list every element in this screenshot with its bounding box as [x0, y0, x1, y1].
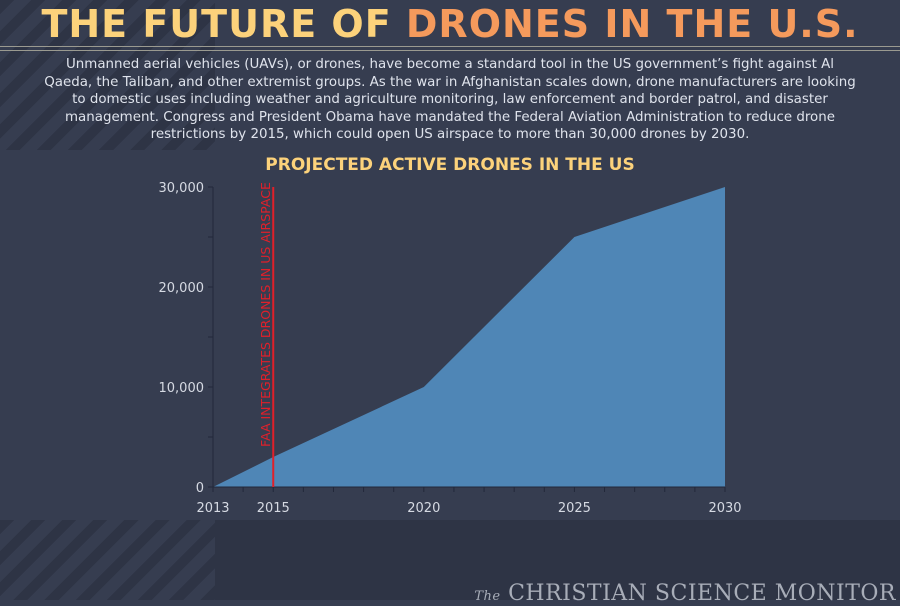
y-tick-label: 20,000 — [159, 281, 205, 296]
decorative-stripes — [0, 0, 215, 150]
title-part2: DRONES IN THE U.S. — [405, 2, 859, 46]
footer-band — [215, 520, 900, 600]
page-title: THE FUTURE OF DRONES IN THE U.S. — [0, 2, 900, 46]
x-tick-label: 2030 — [708, 501, 741, 516]
publisher-logo: The CHRISTIAN SCIENCE MONITOR — [474, 581, 896, 606]
divider — [0, 50, 900, 51]
area-series — [213, 187, 725, 487]
x-tick-label: 2015 — [257, 501, 290, 516]
intro-paragraph: Unmanned aerial vehicles (UAVs), or dron… — [44, 57, 856, 142]
annotation-label: FAA INTEGRATES DRONES IN US AIRSPACE — [258, 182, 273, 447]
y-tick-label: 30,000 — [159, 181, 205, 196]
divider — [0, 46, 900, 47]
logo-the: The — [474, 589, 501, 604]
chart-title: PROJECTED ACTIVE DRONES IN THE US — [265, 155, 635, 175]
y-tick-label: 10,000 — [159, 381, 205, 396]
decorative-stripes — [0, 520, 215, 600]
x-tick-label: 2013 — [196, 501, 229, 516]
logo-name: CHRISTIAN SCIENCE MONITOR — [508, 581, 896, 606]
title-part1: THE FUTURE OF — [41, 2, 406, 46]
x-tick-label: 2025 — [558, 501, 591, 516]
x-tick-label: 2020 — [407, 501, 440, 516]
y-tick-label: 0 — [196, 481, 204, 496]
